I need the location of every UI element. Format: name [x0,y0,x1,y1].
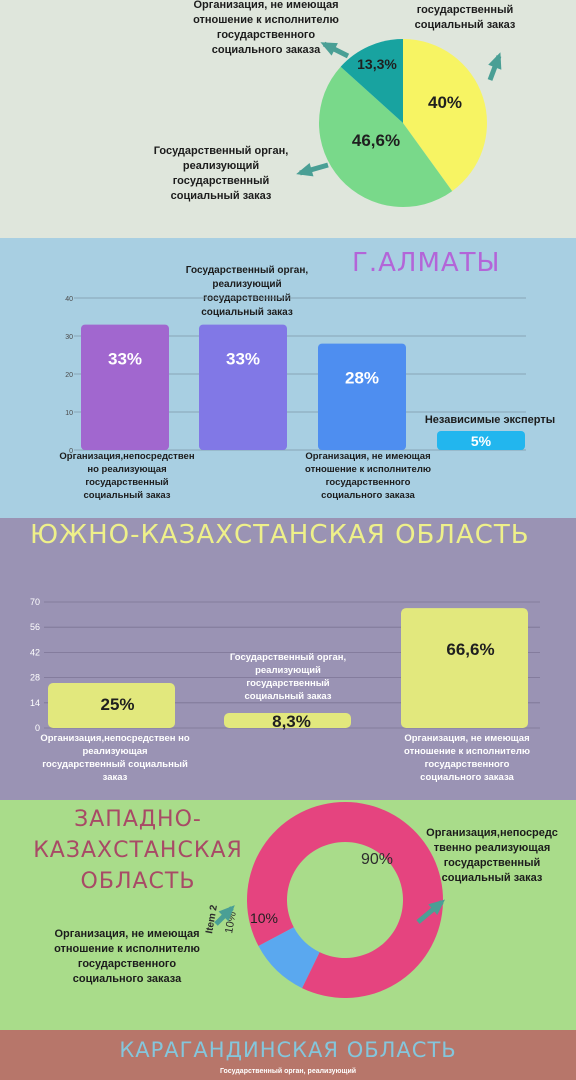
label-unrelated-org-south: Организация, не имеющая отношение к испо… [404,733,530,783]
y-tick-label: 70 [30,597,40,607]
west-title-line: ЗАПАДНО- [74,807,202,832]
donut-chart-west: 90%10%Item 2 10% [204,802,446,998]
section-west: ЗАПАДНО- КАЗАХСТАНСКАЯ ОБЛАСТЬ Организац… [0,800,576,1030]
bar [318,343,406,450]
arrow-head [428,899,446,916]
label-state-body: Государственный орган, реализующий госуд… [153,145,289,202]
bar-chart-south: 70 56 42 28 14 0 25% 8,3% 66,6% [30,597,540,733]
bar [81,324,169,450]
y-tick-label: 30 [65,334,73,341]
y-tick-label: 42 [30,647,40,657]
donut-slice [258,927,320,989]
bar [224,713,351,728]
bar-chart-almaty: 40 30 20 10 0 33% 33% 28% 5% [65,296,526,455]
pie-slice-label: 46,6% [352,131,400,150]
label-experts: Независимые эксперты [424,414,556,426]
almaty-title: Г.АЛМАТЫ [352,248,501,278]
bar-value-label: 66,6% [446,640,494,659]
arrow-head [488,52,502,70]
west-title-line: КАЗАХСТАНСКАЯ [33,838,243,863]
bar-value-label: 5% [471,433,492,449]
bar [199,324,287,450]
y-tick-label: 10 [65,410,73,417]
label-direct-org-almaty: Организация,непосредствен но реализующая… [59,451,195,501]
west-title-line: ОБЛАСТЬ [80,869,196,894]
label-state-body-south: Государственный орган, реализующий госуд… [229,652,347,702]
donut-slice [247,802,444,998]
y-tick-label: 28 [30,673,40,683]
pie-slice [319,66,453,208]
arrow-head [320,42,338,56]
label-direct-org-west: Организация,непосредс твенно реализующая… [426,827,558,884]
label-state-body-almaty: Государственный орган, реализующий госуд… [185,265,309,318]
label-direct-org-south: Организация,непосредствен но реализующая… [40,733,190,783]
donut-item-tag: Item 2 [204,904,220,935]
pie-slice-label: 13,3% [357,56,397,72]
y-tick-label: 0 [69,448,73,455]
karaganda-caption: Государственный орган, реализующий [219,1068,357,1075]
label-unrelated-org: Организация, не имеющая отношение к испо… [193,0,339,56]
section-overall: Организация, не имеющая отношение к испо… [0,0,576,238]
arrow-head [296,162,314,177]
label-unrelated-org-almaty: Организация, не имеющая отношение к испо… [305,451,431,501]
bar-value-label: 33% [108,350,142,369]
y-tick-label: 40 [65,296,73,303]
bar [401,608,528,728]
y-tick-label: 0 [35,723,40,733]
y-tick-label: 14 [30,698,40,708]
section-almaty: Г.АЛМАТЫ Государственный орган, реализую… [0,238,576,518]
section-south: ЮЖНО-КАЗАХСТАНСКАЯ ОБЛАСТЬ Организация,н… [0,518,576,800]
bar-value-label: 8,3% [272,712,311,731]
pie-slice [340,39,403,123]
pie-slice [403,39,488,192]
west-title: ЗАПАДНО- КАЗАХСТАНСКАЯ ОБЛАСТЬ [18,804,258,897]
donut-slice-label: 10% [250,910,278,926]
pie-chart-overall: 40% 46,6% 13,3% [296,39,502,208]
karaganda-title: КАРАГАНДИНСКАЯ ОБЛАСТЬ [119,1038,457,1062]
y-tick-label: 56 [30,622,40,632]
label-unrelated-org-west: Организация, не имеющая отношение к испо… [54,928,200,985]
pie-slice-label: 40% [428,93,462,112]
donut-slice-label: 90% [361,851,393,868]
bar-value-label: 28% [345,369,379,388]
y-tick-label: 20 [65,372,73,379]
section-karaganda: КАРАГАНДИНСКАЯ ОБЛАСТЬ Государственный о… [0,1030,576,1080]
bar-value-label: 33% [226,350,260,369]
arrow-head [218,905,235,922]
bar [48,683,175,728]
label-state-order: государственный социальный заказ [414,4,516,31]
south-title: ЮЖНО-КАЗАХСТАНСКАЯ ОБЛАСТЬ [30,520,530,550]
bar [437,431,525,450]
bar-value-label: 25% [100,695,134,714]
